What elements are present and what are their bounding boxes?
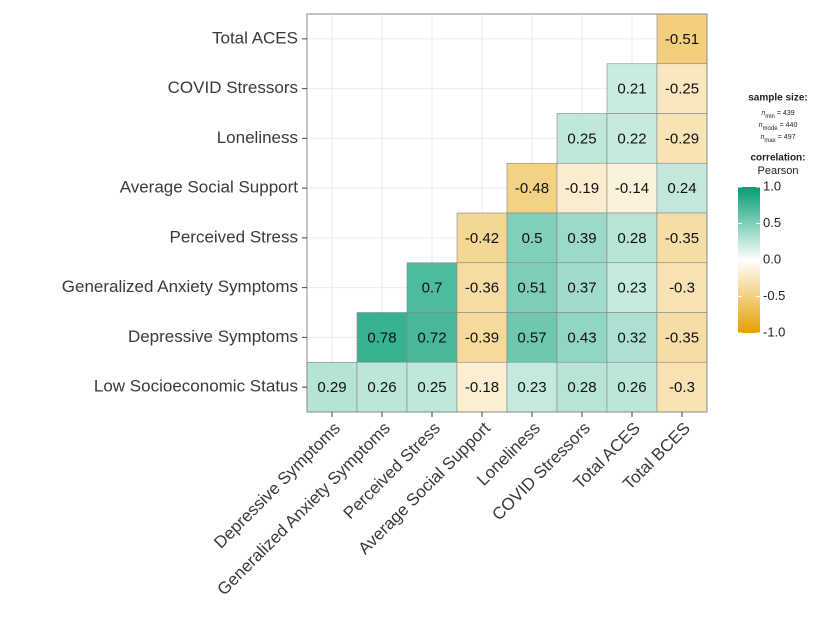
subscript: min xyxy=(765,114,775,120)
cell-label: -0.48 xyxy=(515,180,549,197)
cell-label: -0.39 xyxy=(465,329,499,346)
cell xyxy=(606,361,658,413)
legend-sample-size: nmax = 497 xyxy=(760,134,795,144)
cell xyxy=(556,162,608,214)
cell xyxy=(456,212,508,264)
cell-label: 0.26 xyxy=(617,379,646,396)
cell xyxy=(506,262,558,313)
cell-label: -0.35 xyxy=(665,230,699,247)
subscript: mode xyxy=(763,126,779,132)
cell-label: 0.37 xyxy=(567,280,596,297)
cell xyxy=(356,312,408,363)
cell xyxy=(606,212,658,264)
panel-border xyxy=(306,13,708,413)
cell xyxy=(606,312,658,363)
colorbar-label: 1.0 xyxy=(763,178,781,193)
legend-subtitle: Pearson xyxy=(758,165,799,177)
colorbar xyxy=(738,187,760,333)
colorbar-label: -0.5 xyxy=(763,288,785,303)
cell xyxy=(506,162,558,214)
cell-label: 0.25 xyxy=(417,379,446,396)
cell xyxy=(456,312,508,363)
cell xyxy=(606,113,658,164)
cell-label: 0.5 xyxy=(522,230,543,247)
symbol: n xyxy=(761,110,765,117)
colorbar-label: -1.0 xyxy=(763,324,785,339)
cell-label: 0.57 xyxy=(517,329,546,346)
cell xyxy=(406,312,458,363)
cell xyxy=(506,312,558,363)
y-tick-label: Low Socioeconomic Status xyxy=(94,377,298,396)
colorbar-label: 0.5 xyxy=(763,215,781,230)
legend-title: correlation: xyxy=(750,153,805,164)
cell xyxy=(656,162,708,214)
cell-label: -0.25 xyxy=(665,81,699,98)
cell-label: 0.43 xyxy=(567,329,596,346)
cell xyxy=(656,212,708,264)
cell-label: -0.42 xyxy=(465,230,499,247)
cell-label: 0.32 xyxy=(617,329,646,346)
legend-sample-size: nmode = 440 xyxy=(759,122,798,132)
cell-label: 0.23 xyxy=(617,280,646,297)
y-tick-label: Loneliness xyxy=(217,128,298,147)
cell-label: 0.39 xyxy=(567,230,596,247)
cell-label: -0.51 xyxy=(665,31,699,48)
y-tick-label: Average Social Support xyxy=(120,178,299,197)
legend-title: sample size: xyxy=(748,93,807,104)
cell xyxy=(406,361,458,413)
colorbar-label: 0.0 xyxy=(763,251,781,266)
cell-label: 0.25 xyxy=(567,130,596,147)
cell-label: 0.26 xyxy=(367,379,396,396)
cell xyxy=(356,361,408,413)
cell-label: -0.18 xyxy=(465,379,499,396)
cell xyxy=(606,63,658,114)
subscript: max xyxy=(764,138,775,144)
cell-label: 0.28 xyxy=(567,379,596,396)
value: 439 xyxy=(783,110,795,117)
cell-label: 0.7 xyxy=(422,280,443,297)
symbol: n xyxy=(760,134,764,141)
cell xyxy=(656,63,708,114)
equals: = xyxy=(780,122,784,129)
cell xyxy=(656,312,708,363)
cell xyxy=(506,361,558,413)
cell-label: 0.22 xyxy=(617,130,646,147)
cell-label: -0.35 xyxy=(665,329,699,346)
cell xyxy=(556,361,608,413)
cell-label: -0.3 xyxy=(669,379,695,396)
equals: = xyxy=(778,134,782,141)
equals: = xyxy=(777,110,781,117)
cell-label: -0.19 xyxy=(565,180,599,197)
cell-label: -0.29 xyxy=(665,130,699,147)
cell xyxy=(606,162,658,214)
cell-label: 0.28 xyxy=(617,230,646,247)
cell xyxy=(606,262,658,313)
cell-label: 0.21 xyxy=(617,81,646,98)
y-tick-label: Total ACES xyxy=(212,28,298,47)
y-tick-label: Depressive Symptoms xyxy=(128,327,298,346)
value: 440 xyxy=(786,122,798,129)
cell xyxy=(656,262,708,313)
legend-sample-size: nmin = 439 xyxy=(761,110,794,120)
y-tick-label: Perceived Stress xyxy=(170,227,299,246)
cell-label: 0.23 xyxy=(517,379,546,396)
cell xyxy=(456,361,508,413)
y-tick-label: COVID Stressors xyxy=(168,78,298,97)
y-tick-label: Generalized Anxiety Symptoms xyxy=(62,277,298,296)
cell xyxy=(556,113,608,164)
value: 497 xyxy=(784,134,796,141)
cell-label: -0.14 xyxy=(615,180,649,197)
cell-label: 0.24 xyxy=(667,180,696,197)
symbol: n xyxy=(759,122,763,129)
cell-label: 0.72 xyxy=(417,329,446,346)
cell-label: -0.36 xyxy=(465,280,499,297)
cell-label: 0.29 xyxy=(317,379,346,396)
cell-label: -0.3 xyxy=(669,280,695,297)
cell-label: 0.51 xyxy=(517,280,546,297)
cell-label: 0.78 xyxy=(367,329,396,346)
